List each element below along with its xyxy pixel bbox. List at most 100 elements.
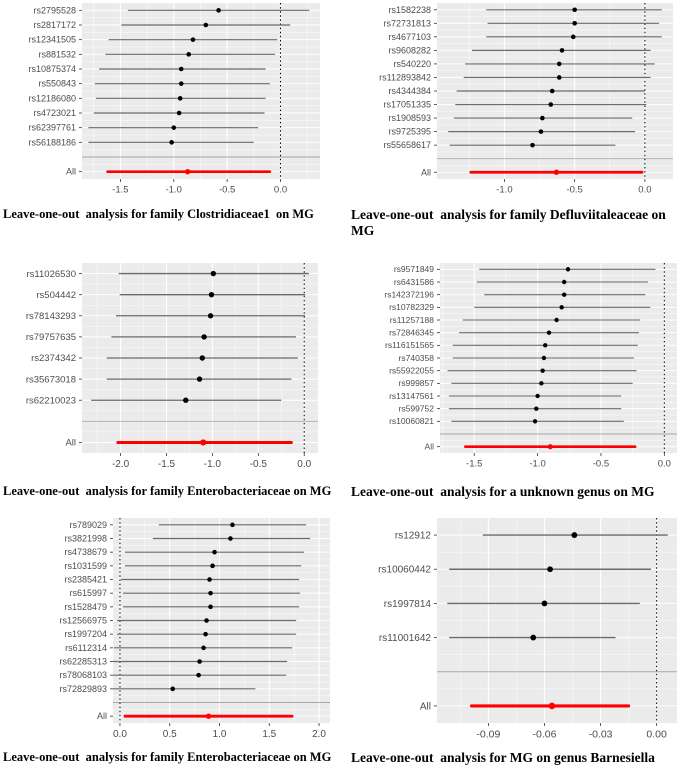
snp-label: rs999857 — [399, 378, 435, 388]
y-axis: rs11026530 rs504442 rs78143293 rs79757635 rs… — [26, 269, 82, 449]
snp-label: rs10060442 — [378, 565, 431, 576]
x-tick-label: 0.0 — [113, 729, 127, 740]
point-estimate — [186, 52, 192, 57]
point-estimate — [210, 563, 215, 569]
point-estimate — [177, 96, 183, 101]
point-estimate — [208, 604, 213, 610]
point-estimate — [538, 129, 544, 134]
all-label: All — [420, 701, 431, 712]
y-axis: rs789029 rs3821998 rs4738679 rs1031599 rs238… — [59, 520, 113, 721]
point-estimate — [230, 522, 235, 528]
forest-chart-5: rs12912 rs10060442 rs1997814 rs11001642 All -… — [342, 515, 685, 747]
snp-label: rs10060821 — [389, 416, 434, 426]
forest-plot-svg-1: rs1582238 rs72731813 rs4677103 rs9608282 rs5… — [379, 3, 673, 196]
snp-label: rs2795528 — [33, 5, 76, 15]
snp-label: rs62210023 — [26, 395, 76, 406]
snp-label: rs11026530 — [27, 269, 76, 280]
all-label: All — [421, 167, 431, 177]
panel-caption-3: Leave-one-out analysis for a unknown gen… — [351, 484, 655, 499]
snp-label: rs79757635 — [26, 332, 76, 343]
x-tick-label: -1.0 — [204, 459, 222, 470]
y-axis: rs1582238 rs72731813 rs4677103 rs9608282 rs5… — [379, 5, 437, 177]
snp-label: rs789029 — [69, 520, 107, 530]
x-tick-label: 1.0 — [213, 729, 227, 740]
all-label: All — [425, 442, 435, 452]
forest-panel-enterobacteriaceae-1: rs11026530 rs504442 rs78143293 rs79757635 rs… — [0, 245, 342, 515]
snp-label: rs4738679 — [64, 547, 107, 557]
snp-label: rs12341505 — [28, 35, 76, 45]
snp-label: rs4344384 — [388, 86, 431, 96]
x-tick-label: -1.0 — [529, 459, 545, 470]
point-estimate — [559, 305, 564, 310]
snp-label: rs1997204 — [64, 629, 107, 639]
point-estimate — [196, 672, 201, 678]
point-estimate — [183, 397, 189, 403]
x-axis: 0.0 0.5 1.0 1.5 2.0 — [113, 723, 326, 740]
snp-label: rs78068103 — [59, 670, 107, 680]
point-estimate — [178, 81, 184, 86]
snp-label: rs4723021 — [33, 108, 76, 118]
point-estimate — [203, 631, 208, 637]
forest-chart-4: rs789029 rs3821998 rs4738679 rs1031599 rs238… — [0, 515, 342, 747]
forest-chart-0: rs2795528 rs2817172 rs12341505 rs881532 rs10… — [0, 0, 342, 200]
panel-caption-5: Leave-one-out analysis for MG on genus B… — [351, 750, 655, 765]
snp-label: rs3821998 — [64, 534, 107, 544]
snp-label: rs6431586 — [394, 277, 434, 287]
point-estimate — [199, 355, 205, 361]
x-axis: -1.5 -1.0 -0.5 0.0 — [112, 179, 287, 196]
snp-label: rs55658617 — [383, 140, 431, 150]
snp-label: rs13147561 — [389, 391, 434, 401]
point-estimate — [540, 368, 545, 373]
point-estimate — [203, 22, 209, 28]
snp-label: rs2817172 — [33, 20, 76, 30]
point-estimate — [562, 279, 567, 285]
x-tick-label: -2.0 — [112, 459, 130, 470]
snp-label: rs12912 — [395, 530, 432, 541]
forest-panel-barnesiella: rs12912 rs10060442 rs1997814 rs11001642 All -… — [342, 515, 685, 773]
point-estimate — [539, 381, 544, 386]
panel-caption-2: Leave-one-out analysis for family Entero… — [3, 484, 332, 498]
point-estimate — [208, 291, 215, 298]
snp-label: rs1997814 — [384, 599, 432, 610]
x-tick-label: -0.06 — [533, 729, 557, 741]
forest-chart-3: rs9571849 rs6431586 rs142372196 rs10782329 r… — [342, 259, 685, 474]
point-estimate — [549, 88, 555, 94]
x-axis: -1.0 -0.5 0.0 — [496, 179, 652, 196]
point-estimate — [204, 618, 209, 623]
snp-label: rs35673018 — [26, 374, 76, 385]
snp-label: rs2374342 — [31, 353, 76, 364]
point-estimate — [562, 292, 567, 297]
point-estimate — [541, 355, 547, 361]
point-estimate — [559, 48, 565, 53]
point-estimate — [556, 61, 562, 67]
snp-label: rs11257188 — [390, 315, 435, 325]
snp-label: rs62285313 — [59, 657, 107, 667]
x-tick-label: 0.0 — [297, 459, 311, 470]
snp-label: rs72731813 — [383, 18, 431, 28]
snp-label: rs1908593 — [388, 113, 431, 123]
x-axis: -0.09 -0.06 -0.03 0.00 — [476, 723, 667, 741]
point-estimate — [540, 115, 545, 121]
x-tick-label: 0.0 — [638, 185, 651, 196]
forest-panel-clostridiaceae1: rs2795528 rs2817172 rs12341505 rs881532 rs10… — [0, 0, 342, 245]
snp-label: rs17051335 — [383, 100, 431, 110]
all-point-estimate — [205, 713, 212, 719]
x-tick-label: -0.5 — [250, 459, 268, 470]
x-tick-label: 1.5 — [262, 729, 276, 740]
x-tick-label: -1.0 — [496, 185, 512, 196]
point-estimate — [547, 566, 553, 573]
snp-label: rs142372196 — [384, 290, 434, 300]
point-estimate — [178, 66, 184, 72]
x-tick-label: -1.5 — [112, 185, 128, 196]
snp-label: rs12566975 — [59, 616, 107, 626]
point-estimate — [548, 102, 554, 107]
snp-label: rs72829893 — [59, 684, 107, 694]
all-label: All — [65, 438, 76, 449]
forest-panel-enterobacteriaceae-2: rs789029 rs3821998 rs4738679 rs1031599 rs238… — [0, 515, 342, 773]
y-axis: rs12912 rs10060442 rs1997814 rs11001642 All — [378, 530, 437, 712]
snp-label: rs540220 — [393, 59, 431, 69]
point-estimate — [572, 7, 577, 13]
forest-panel-unknown-genus: rs9571849 rs6431586 rs142372196 rs10782329 r… — [342, 245, 685, 515]
y-axis: rs2795528 rs2817172 rs12341505 rs881532 rs10… — [28, 5, 82, 177]
point-estimate — [207, 313, 214, 319]
